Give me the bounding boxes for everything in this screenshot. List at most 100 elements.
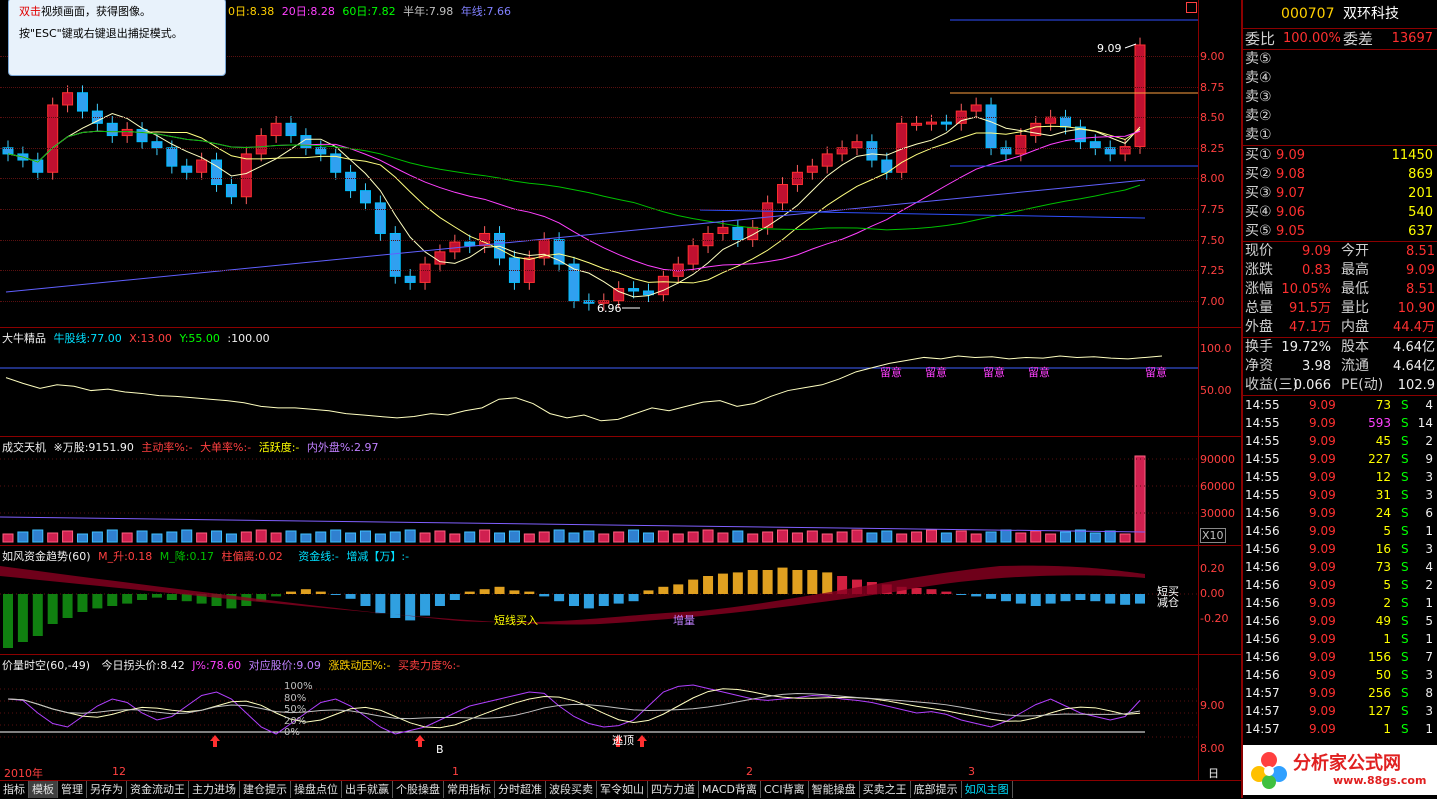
watermark-text: 分析家公式网: [1293, 753, 1401, 774]
capital-bar: [62, 594, 73, 618]
volume-pane[interactable]: 成交天机 ※万股:9151.90 主动率%:- 大单率%:- 活跃度:- 内外盘…: [0, 437, 1241, 546]
volume-bar: [136, 530, 148, 543]
quote-row: 涨幅 10.05% 最低 8.51: [1245, 281, 1435, 297]
order-ratio-label: 委比: [1245, 30, 1276, 48]
candle-body: [330, 153, 342, 173]
volume-bar: [762, 531, 774, 543]
price-volume-space-pane[interactable]: 价量时空(60,-49) 今日拐头价:8.42 J%:78.60 对应股价:9.…: [0, 655, 1241, 764]
tab-18[interactable]: 买卖之王: [860, 781, 911, 798]
candle-body: [1119, 146, 1131, 155]
tab-10[interactable]: 常用指标: [444, 781, 495, 798]
capital-bar: [122, 594, 133, 604]
tooltip-red-text: 双击: [19, 5, 41, 18]
tab-1[interactable]: 模板: [29, 781, 58, 798]
price-gridline: [0, 147, 1198, 149]
maximize-icon[interactable]: [1186, 2, 1197, 13]
volume-bar: [851, 529, 863, 543]
date-axis: 2010年 12 1 2 3 日线: [0, 765, 1219, 796]
candle-body: [1015, 135, 1027, 155]
capital-bar: [345, 594, 356, 599]
candle-body: [806, 165, 818, 173]
tab-17[interactable]: 智能操盘: [809, 781, 860, 798]
volume-bar: [881, 530, 893, 543]
tab-9[interactable]: 个股操盘: [393, 781, 444, 798]
increase-label: 增量: [673, 614, 695, 627]
tab-19[interactable]: 底部提示: [911, 781, 962, 798]
tick-list[interactable]: 14:55 9.09 73 S 4 14:55 9.09 593 S 14 14:55 9.09 45 S…: [1243, 396, 1437, 738]
volume-bar: [2, 533, 14, 543]
candle-body: [136, 128, 148, 143]
volume-bar: [479, 529, 491, 543]
volume-bar: [374, 533, 386, 543]
volume-bar: [717, 532, 729, 543]
capital-bar: [1105, 594, 1116, 604]
date-label-3: 3: [968, 765, 975, 778]
fundamental-row: 净资 3.98 流通 4.64亿: [1245, 358, 1435, 374]
pane2-axis-30000: 30000: [1200, 507, 1235, 520]
capital-bar: [986, 594, 997, 599]
capital-bar: [300, 589, 311, 594]
price-tick: 7.75: [1200, 203, 1225, 216]
candle-body: [940, 121, 952, 125]
main-price-chart[interactable]: 0日:8.38 20日:8.28 60日:7.82 半年:7.98 年线:7.6…: [0, 0, 1241, 328]
pane3-axis-minus0.20: -0.20: [1200, 612, 1229, 625]
pane4-field1: 今日拐头价:8.42: [101, 659, 185, 672]
sell-row: 卖④: [1245, 70, 1272, 86]
candle-body: [821, 153, 833, 167]
volume-bar: [106, 529, 118, 543]
daniu-indicator-pane[interactable]: 大牛精品 牛股线:77.00 X:13.00 Y:55.00 :100.00 留…: [0, 328, 1241, 437]
volume-bar: [1104, 530, 1116, 543]
capital-bar: [256, 594, 267, 602]
volume-bar: [76, 533, 88, 543]
capital-bar: [554, 594, 565, 602]
escape-top-mark: 逃顶: [612, 734, 634, 747]
tab-14[interactable]: 四方力道: [648, 781, 699, 798]
tab-5[interactable]: 主力进场: [189, 781, 240, 798]
tab-16[interactable]: CCI背离: [761, 781, 809, 798]
tab-12[interactable]: 波段买卖: [546, 781, 597, 798]
j-line: [7, 684, 1141, 735]
capital-bar: [449, 594, 460, 600]
tab-2[interactable]: 管理: [58, 781, 87, 798]
tab-13[interactable]: 军令如山: [597, 781, 648, 798]
tab-4[interactable]: 资金流动王: [127, 781, 189, 798]
volume-bar: [523, 533, 535, 543]
pane1-field1: 牛股线:77.00: [53, 332, 122, 345]
capital-bar: [17, 594, 28, 642]
tick-row: 14:55 9.09 45 S 2: [1245, 434, 1433, 448]
candle-body: [464, 241, 476, 247]
volume-bar: [464, 531, 476, 543]
tab-0[interactable]: 指标: [0, 781, 29, 798]
buy-row: 买④ 9.06 540: [1245, 204, 1433, 220]
level-80: 80%: [284, 692, 307, 704]
candle-body: [240, 153, 252, 198]
candle-body: [359, 190, 371, 204]
capital-trend-pane[interactable]: 如风资金趋势(60) M_升:0.18 M_降:0.17 柱偏离:0.02 资金…: [0, 546, 1241, 655]
volume-bar: [345, 532, 357, 543]
volume-bar: [568, 532, 580, 543]
volume-bar: [359, 530, 371, 543]
level-20: 20%: [284, 715, 307, 727]
tab-6[interactable]: 建仓提示: [240, 781, 291, 798]
capital-bar: [852, 579, 862, 594]
tab-8[interactable]: 出手就赢: [342, 781, 393, 798]
tab-11[interactable]: 分时超准: [495, 781, 546, 798]
pane4-axis-9: 9.00: [1200, 699, 1225, 712]
volume-bar: [1045, 533, 1057, 543]
volume-bar: [1000, 529, 1012, 543]
candle-body: [747, 226, 759, 241]
tab-15[interactable]: MACD背离: [699, 781, 761, 798]
tab-3[interactable]: 另存为: [87, 781, 127, 798]
quote-row: 总量 91.5万 量比 10.90: [1245, 300, 1435, 316]
volume-bar: [777, 529, 789, 543]
trend-line: [699, 209, 1146, 219]
volume-bar: [449, 533, 461, 543]
capital-bar: [1000, 594, 1011, 602]
tick-row: 14:57 9.09 127 S 3: [1245, 704, 1433, 718]
tab-7[interactable]: 操盘点位: [291, 781, 342, 798]
capital-bar: [360, 594, 371, 606]
half-year-ma-value: 半年:7.98: [403, 5, 454, 18]
tab-20[interactable]: 如风主图: [962, 781, 1013, 798]
price-tick: 8.00: [1200, 172, 1225, 186]
candle-body: [285, 122, 297, 137]
